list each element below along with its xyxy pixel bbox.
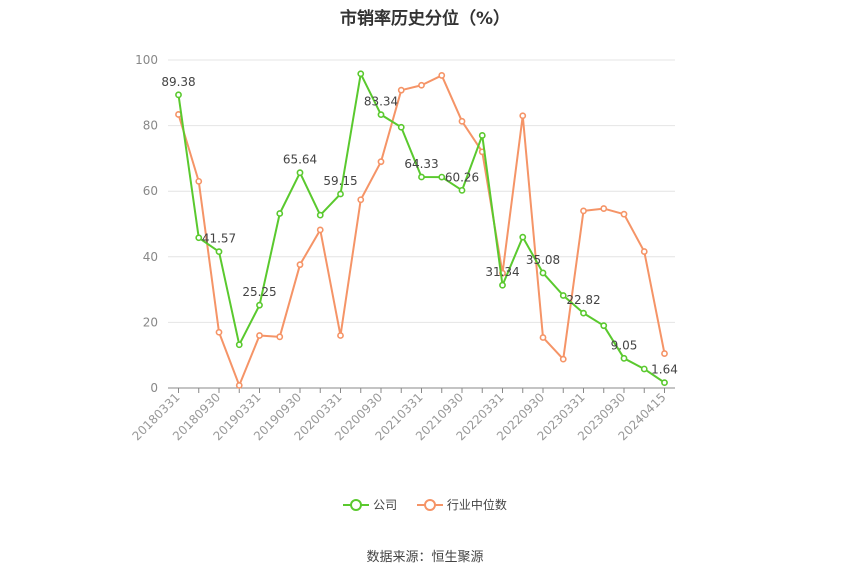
data-point — [296, 261, 304, 269]
data-point — [337, 190, 344, 198]
data-label: 41.57 — [202, 232, 236, 246]
chart-title: 市销率历史分位（%） — [339, 9, 511, 29]
data-point — [580, 309, 587, 317]
y-tick-label: 60 — [143, 184, 158, 198]
data-point — [661, 379, 668, 387]
data-point — [215, 328, 223, 336]
legend-item-industry-median[interactable]: 行业中位数 — [416, 496, 507, 513]
data-label: 83.34 — [364, 95, 398, 109]
data-point — [539, 269, 547, 277]
data-point — [620, 210, 628, 218]
y-tick-label: 80 — [143, 119, 158, 133]
data-point — [195, 234, 203, 242]
data-point — [640, 365, 648, 373]
data-point — [296, 169, 304, 177]
legend: 公司 行业中位数 — [0, 496, 850, 515]
data-point — [519, 233, 527, 241]
data-point — [377, 111, 385, 119]
data-point — [418, 81, 425, 89]
data-point — [559, 292, 567, 299]
data-point — [539, 334, 547, 341]
data-labels: 89.38 41.57 25.25 65.64 59.15 83.34 64.33 60.26… — [161, 75, 678, 377]
data-label: 65.64 — [283, 153, 317, 167]
legend-label-industry-median: 行业中位数 — [446, 498, 507, 512]
data-point — [580, 207, 587, 215]
data-point — [600, 322, 608, 330]
data-point — [438, 173, 446, 181]
axes: 0204060801002018033120180930201903312019… — [130, 53, 675, 443]
data-point — [337, 332, 344, 339]
data-point — [661, 350, 668, 357]
data-point — [397, 86, 405, 94]
data-point — [316, 211, 324, 219]
y-tick-label: 0 — [150, 381, 158, 395]
data-label: 60.26 — [445, 170, 479, 184]
data-point — [519, 112, 527, 120]
series-lines — [175, 70, 668, 389]
data-point — [235, 381, 243, 389]
data-point — [600, 205, 608, 212]
data-point — [458, 186, 466, 194]
data-point — [235, 341, 243, 349]
legend-swatch-company — [343, 498, 370, 512]
series-line-0 — [177, 72, 666, 384]
y-tick-label: 40 — [143, 250, 158, 264]
data-point — [357, 196, 365, 204]
data-label: 25.25 — [242, 285, 276, 299]
data-point — [175, 91, 182, 99]
data-point — [215, 248, 223, 256]
data-point — [256, 301, 263, 309]
data-point — [276, 333, 284, 341]
data-point — [640, 248, 648, 255]
data-point — [438, 72, 446, 79]
data-point — [256, 332, 263, 339]
data-label: 89.38 — [161, 75, 195, 89]
data-point — [418, 173, 425, 181]
data-label: 35.08 — [526, 253, 560, 267]
data-point — [397, 123, 405, 131]
data-label: 1.64 — [651, 363, 678, 377]
data-point — [559, 355, 567, 363]
data-point — [458, 117, 466, 125]
series-line-1 — [177, 74, 666, 387]
legend-item-company[interactable]: 公司 — [343, 496, 397, 513]
y-tick-label: 20 — [143, 315, 158, 329]
data-point — [377, 158, 385, 166]
data-label: 9.05 — [611, 338, 638, 352]
y-tick-label: 100 — [135, 53, 158, 67]
data-point — [316, 226, 324, 234]
data-point — [620, 354, 628, 362]
data-label: 59.15 — [323, 174, 357, 188]
data-label: 22.82 — [566, 293, 600, 307]
data-label: 64.33 — [404, 157, 438, 171]
data-point — [499, 281, 506, 289]
data-point — [195, 177, 203, 185]
legend-label-company: 公司 — [373, 498, 398, 512]
data-point — [478, 132, 486, 139]
data-point — [357, 70, 365, 78]
grid-lines — [168, 59, 675, 323]
data-source-note: 数据来源：恒生聚源 — [366, 550, 484, 565]
data-label: 31.34 — [485, 265, 519, 279]
legend-swatch-industry-median — [416, 498, 443, 512]
data-point — [276, 210, 284, 217]
